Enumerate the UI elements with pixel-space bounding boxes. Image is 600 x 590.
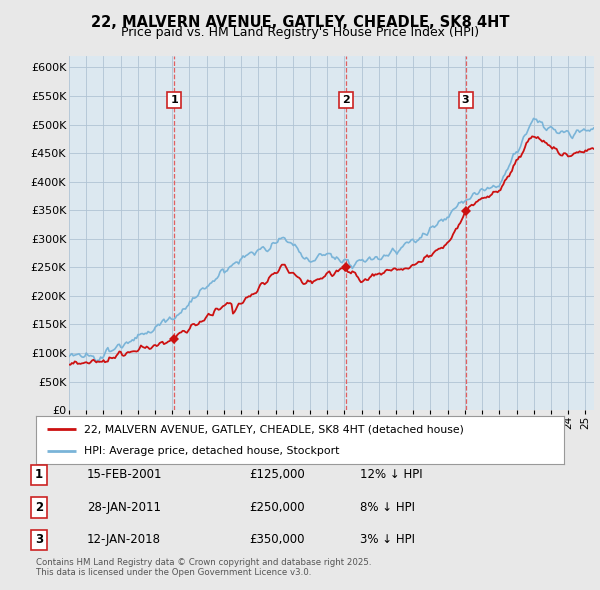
- Text: HPI: Average price, detached house, Stockport: HPI: Average price, detached house, Stoc…: [83, 446, 339, 456]
- Text: 22, MALVERN AVENUE, GATLEY, CHEADLE, SK8 4HT: 22, MALVERN AVENUE, GATLEY, CHEADLE, SK8…: [91, 15, 509, 30]
- Text: 8% ↓ HPI: 8% ↓ HPI: [360, 501, 415, 514]
- Text: 22, MALVERN AVENUE, GATLEY, CHEADLE, SK8 4HT (detached house): 22, MALVERN AVENUE, GATLEY, CHEADLE, SK8…: [83, 424, 463, 434]
- Text: 3: 3: [35, 533, 43, 546]
- Text: 2: 2: [342, 96, 350, 105]
- Text: 3: 3: [462, 96, 469, 105]
- Text: 28-JAN-2011: 28-JAN-2011: [87, 501, 161, 514]
- Text: Price paid vs. HM Land Registry's House Price Index (HPI): Price paid vs. HM Land Registry's House …: [121, 26, 479, 39]
- Text: £250,000: £250,000: [249, 501, 305, 514]
- Text: 2: 2: [35, 501, 43, 514]
- Text: 1: 1: [35, 468, 43, 481]
- Text: £125,000: £125,000: [249, 468, 305, 481]
- Text: 1: 1: [170, 96, 178, 105]
- Text: 12% ↓ HPI: 12% ↓ HPI: [360, 468, 422, 481]
- Text: Contains HM Land Registry data © Crown copyright and database right 2025.
This d: Contains HM Land Registry data © Crown c…: [36, 558, 371, 577]
- Text: £350,000: £350,000: [249, 533, 305, 546]
- Text: 12-JAN-2018: 12-JAN-2018: [87, 533, 161, 546]
- Text: 3% ↓ HPI: 3% ↓ HPI: [360, 533, 415, 546]
- Text: 15-FEB-2001: 15-FEB-2001: [87, 468, 163, 481]
